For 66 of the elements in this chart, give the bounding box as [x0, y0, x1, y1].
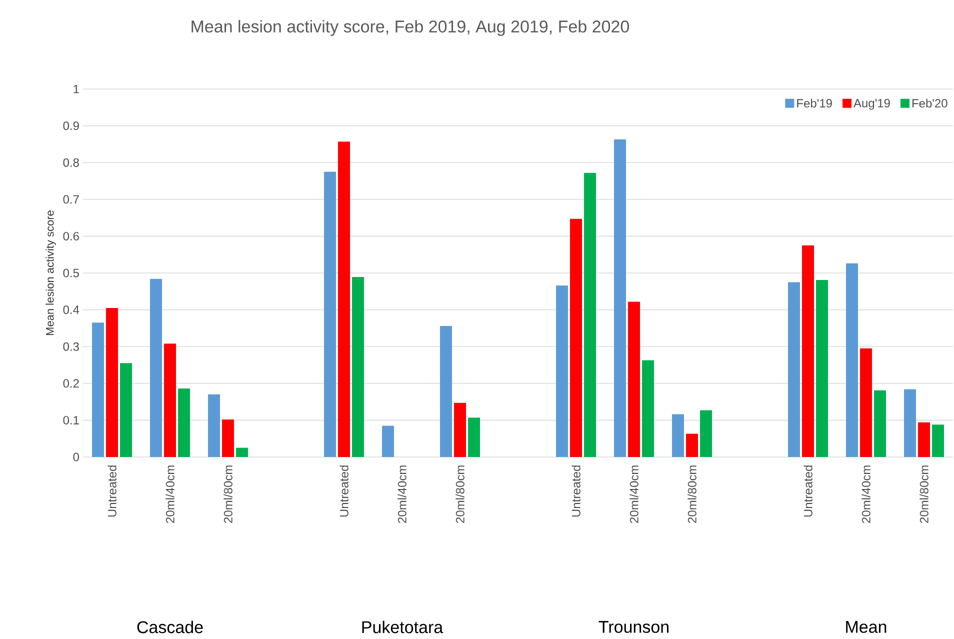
bar — [556, 286, 568, 457]
bar — [106, 308, 118, 457]
y-tick-label: 0.3 — [63, 342, 79, 351]
x-tick-label: 20ml/80cm — [224, 466, 232, 523]
y-tick-label: 0.1 — [63, 416, 79, 424]
text: Trounson — [598, 621, 668, 633]
y-tick-label: 0.7 — [63, 195, 79, 204]
bar — [570, 218, 582, 457]
bar — [642, 360, 654, 457]
bar — [584, 172, 596, 457]
bar — [208, 394, 220, 457]
bar — [686, 434, 698, 457]
bar — [932, 424, 944, 457]
bar — [874, 390, 886, 457]
bar — [324, 172, 336, 457]
bar — [614, 139, 626, 457]
legend-label: Feb'20 — [912, 98, 948, 108]
x-tick-label: Untreated — [340, 466, 348, 517]
y-tick-label: 1 — [74, 84, 79, 94]
bar — [222, 419, 234, 457]
x-tick-label: Untreated — [572, 466, 580, 517]
x-tick-label: 20ml/40cm — [630, 466, 638, 523]
x-tick-label: Untreated — [804, 466, 812, 517]
bar — [178, 388, 190, 457]
bar — [904, 389, 916, 457]
bar — [918, 422, 930, 457]
y-tick-label: 0 — [73, 452, 80, 462]
text: Puketotara — [362, 620, 444, 634]
bar — [788, 282, 800, 457]
bar — [846, 263, 858, 457]
bar — [338, 142, 350, 457]
bar — [352, 277, 364, 457]
x-tick-label: 20ml/40cm — [166, 466, 174, 523]
text: Mean — [846, 621, 886, 633]
bar — [672, 414, 684, 457]
y-tick-label: 0.2 — [63, 379, 79, 388]
bar — [120, 363, 132, 457]
bar — [164, 344, 176, 457]
text: Cascade — [137, 620, 203, 634]
bar — [860, 348, 872, 457]
y-tick-label: 0.6 — [63, 232, 79, 240]
y-tick-label: 0.5 — [63, 268, 79, 278]
y-tick-label: 0.8 — [63, 158, 79, 167]
legend-label: Feb'19 — [797, 98, 832, 108]
bar — [468, 418, 480, 457]
legend-label: Aug'19 — [854, 98, 890, 110]
y-axis-title: Mean lesion activity score — [46, 210, 56, 336]
x-tick-label: 20ml/40cm — [862, 466, 870, 523]
bar — [440, 326, 452, 457]
bar — [92, 322, 104, 457]
bar — [236, 448, 248, 457]
bar — [802, 245, 814, 457]
chart-title: Mean lesion activity score, Feb 2019, Aug 2019, Feb 2020 — [192, 20, 629, 36]
y-tick-label: 0.9 — [63, 122, 79, 130]
bar — [382, 426, 394, 457]
bar — [150, 278, 162, 457]
bar — [816, 280, 828, 457]
x-tick-label: 20ml/80cm — [456, 466, 464, 523]
x-tick-label: Untreated — [108, 466, 116, 517]
bar — [454, 402, 466, 457]
bar — [628, 302, 640, 457]
bar — [700, 410, 712, 457]
x-tick-label: 20ml/80cm — [688, 466, 696, 523]
x-tick-label: 20ml/40cm — [398, 466, 406, 523]
x-tick-label: 20ml/80cm — [920, 466, 928, 523]
y-tick-label: 0.4 — [63, 306, 80, 314]
